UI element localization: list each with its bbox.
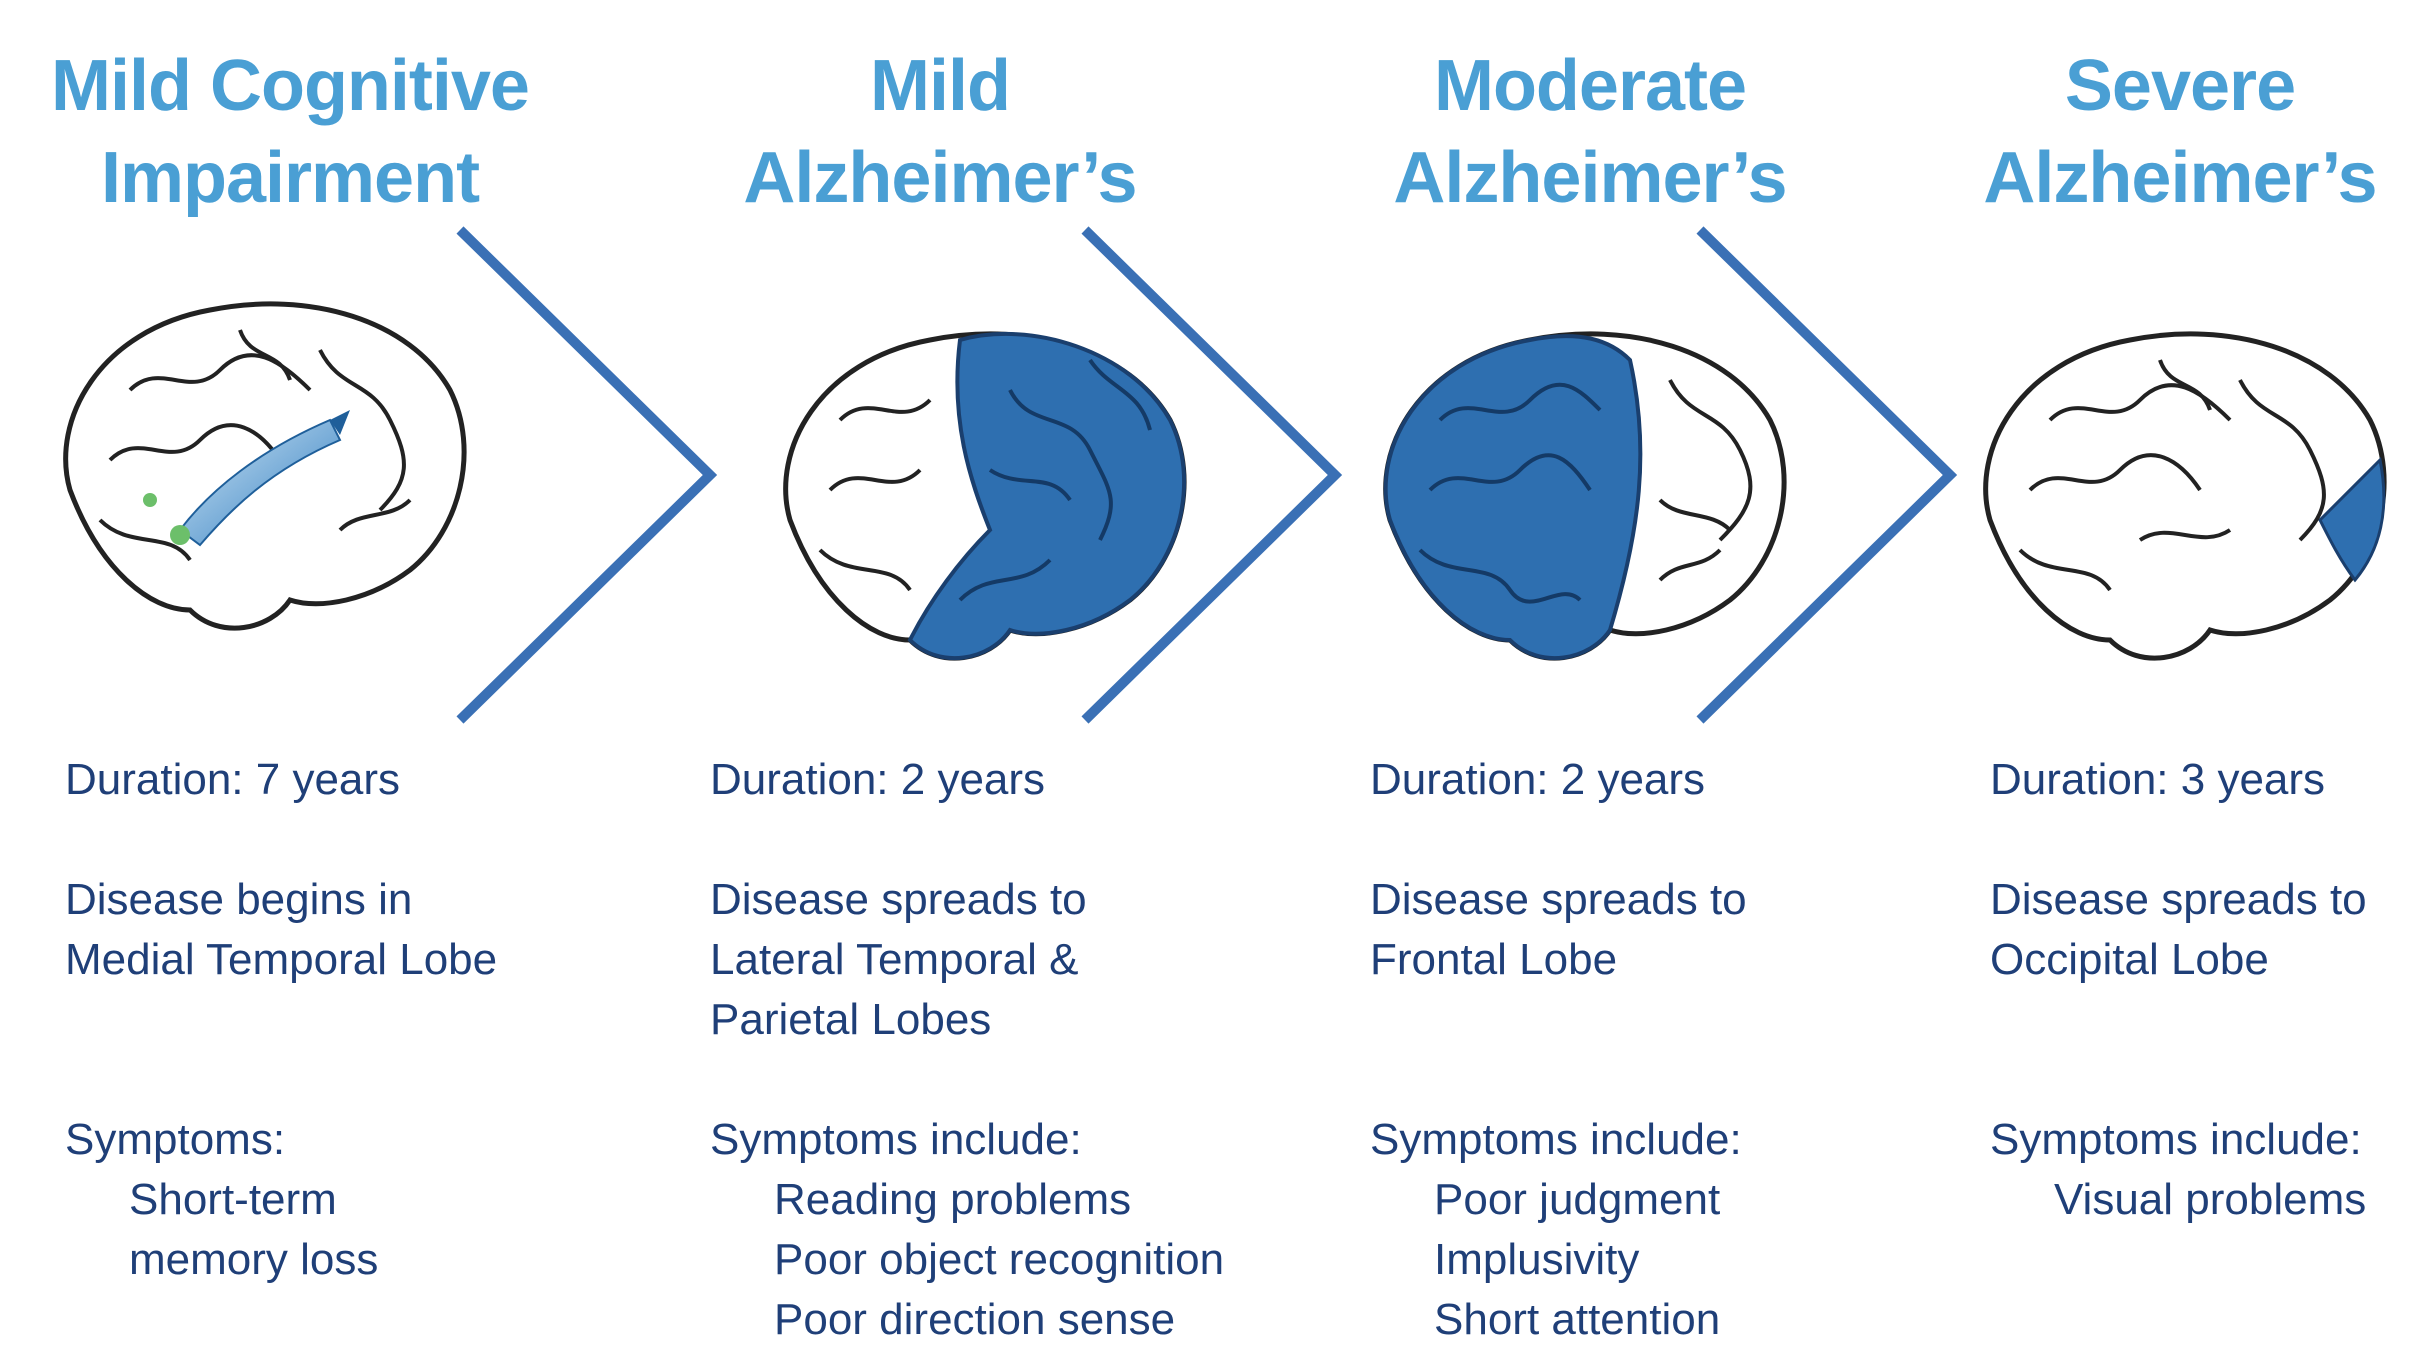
disease-text: Disease spreads to Frontal Lobe — [1370, 870, 1747, 990]
symptom-item: Poor object recognition — [774, 1235, 1225, 1284]
disease-line: Lateral Temporal & — [710, 935, 1079, 984]
disease-line: Frontal Lobe — [1370, 935, 1618, 984]
symptoms-label: Symptoms include: — [1990, 1115, 2362, 1164]
symptom-item: Visual problems — [2054, 1175, 2367, 1224]
stage-moderate: Moderate Alzheimer’s Duration: 2 years D… — [1290, 0, 1910, 1370]
symptoms-label: Symptoms include: — [1370, 1115, 1742, 1164]
stage-title: Mild Cognitive Impairment — [0, 40, 590, 224]
title-line: Mild Cognitive — [51, 46, 530, 126]
stage-mci: Mild Cognitive Impairment Duration: 7 ye… — [0, 0, 600, 1370]
stage-mild: Mild Alzheimer’s Duration: 2 years Disea… — [640, 0, 1260, 1370]
symptoms-label: Symptoms include: — [710, 1115, 1082, 1164]
symptom-item: Short-term — [129, 1175, 337, 1224]
disease-line: Disease begins in — [65, 875, 413, 924]
symptoms-block: Symptoms include: Visual problems — [1990, 1110, 2366, 1230]
title-line: Mild — [870, 46, 1011, 126]
disease-text: Disease begins in Medial Temporal Lobe — [65, 870, 497, 990]
disease-line: Occipital Lobe — [1990, 935, 2269, 984]
symptoms-block: Symptoms: Short-term memory loss — [65, 1110, 378, 1290]
duration-text: Duration: 3 years — [1990, 755, 2326, 804]
stage-severe: Severe Alzheimer’s Duration: 3 years Dis… — [1940, 0, 2426, 1370]
brain-illustration — [1360, 300, 1800, 685]
symptom-item: memory loss — [129, 1235, 379, 1284]
symptoms-label: Symptoms: — [65, 1115, 286, 1164]
symptom-item: Implusivity — [1434, 1235, 1640, 1284]
title-line: Alzheimer’s — [743, 138, 1137, 218]
stage-title: Moderate Alzheimer’s — [1260, 40, 1920, 224]
symptom-item: Poor direction sense — [774, 1295, 1176, 1344]
disease-line: Parietal Lobes — [710, 995, 992, 1044]
brain-illustration — [40, 270, 480, 655]
title-line: Severe — [2064, 46, 2296, 126]
title-line: Impairment — [100, 138, 480, 218]
brain-illustration — [1960, 300, 2400, 685]
disease-text: Disease spreads to Occipital Lobe — [1990, 870, 2367, 990]
disease-line: Disease spreads to — [1990, 875, 2367, 924]
disease-line: Medial Temporal Lobe — [65, 935, 498, 984]
stage-title: Mild Alzheimer’s — [610, 40, 1270, 224]
disease-line: Disease spreads to — [1370, 875, 1747, 924]
stage-title: Severe Alzheimer’s — [1910, 40, 2426, 224]
symptom-item: Reading problems — [774, 1175, 1132, 1224]
symptom-item: Short attention — [1434, 1295, 1721, 1344]
chevron-right-icon — [456, 226, 718, 724]
symptom-item: Poor judgment — [1434, 1175, 1721, 1224]
duration-text: Duration: 2 years — [710, 755, 1046, 804]
symptoms-block: Symptoms include: Poor judgment Implusiv… — [1370, 1110, 1742, 1350]
duration-text: Duration: 2 years — [1370, 755, 1706, 804]
chevron-right-icon — [1081, 226, 1343, 724]
chevron-right-icon — [1696, 226, 1958, 724]
duration-text: Duration: 7 years — [65, 755, 401, 804]
brain-illustration — [760, 300, 1200, 685]
disease-text: Disease spreads to Lateral Temporal & Pa… — [710, 870, 1087, 1050]
disease-line: Disease spreads to — [710, 875, 1087, 924]
title-line: Moderate — [1433, 46, 1747, 126]
symptoms-block: Symptoms include: Reading problems Poor … — [710, 1110, 1224, 1350]
title-line: Alzheimer’s — [1393, 138, 1787, 218]
title-line: Alzheimer’s — [1983, 138, 2377, 218]
